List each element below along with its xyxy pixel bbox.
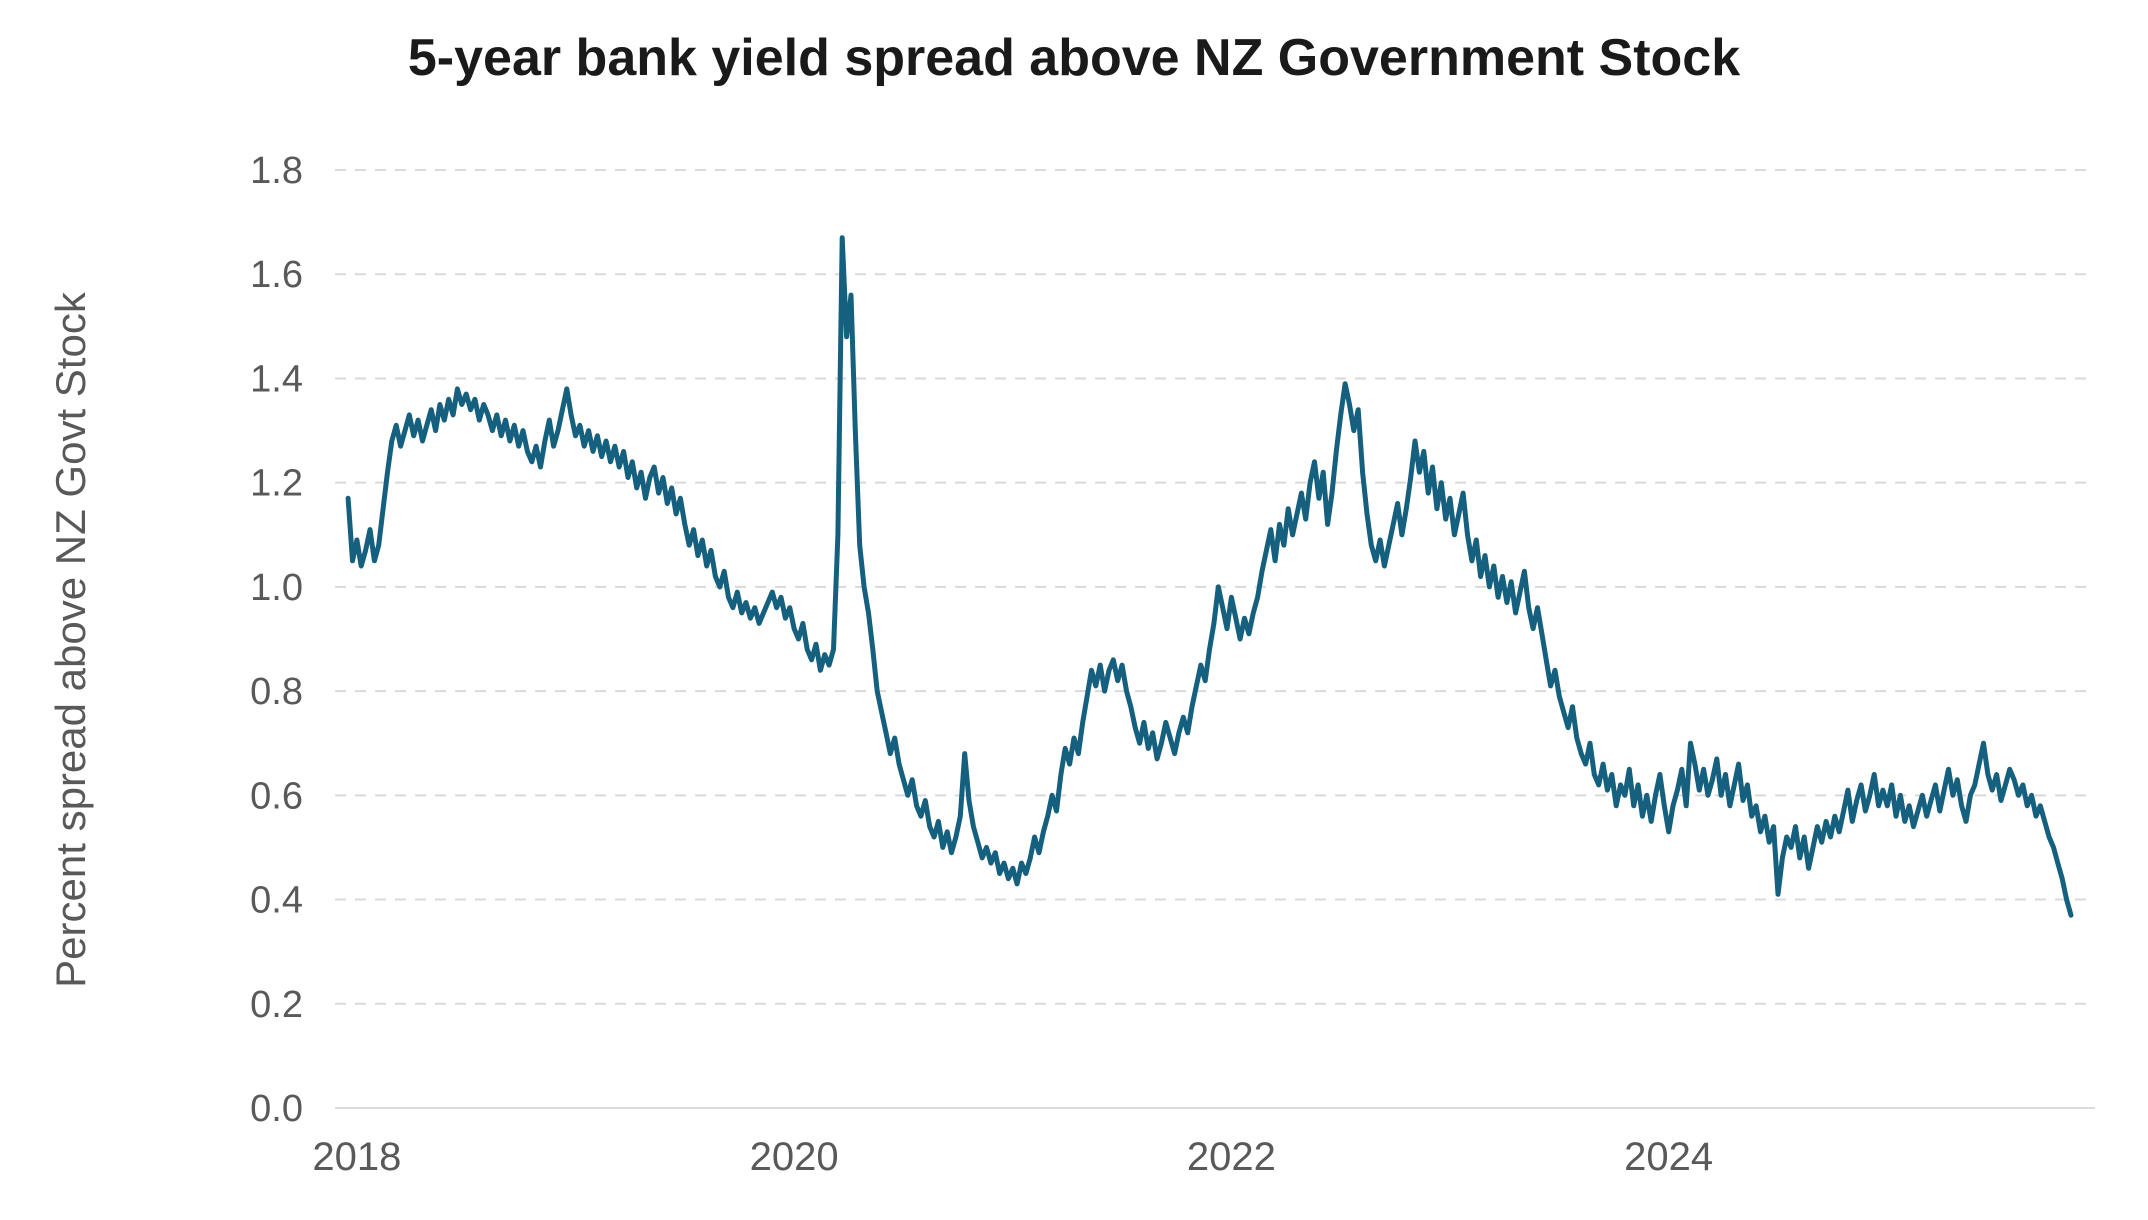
series-line (345, 235, 2074, 918)
y-tick-label: 1.2 (250, 463, 303, 505)
gridlines-group (335, 169, 2095, 1109)
y-axis-title: Percent spread above NZ Govt Stock (47, 291, 94, 988)
y-tick-label: 0.0 (250, 1088, 303, 1130)
chart-title: 5-year bank yield spread above NZ Govern… (407, 29, 1741, 87)
y-tick-label: 0.6 (250, 775, 303, 817)
x-tick-label: 2018 (312, 1135, 401, 1179)
x-tick-label: 2024 (1624, 1135, 1713, 1179)
x-tick-label: 2020 (750, 1135, 839, 1179)
y-tick-label: 0.8 (250, 671, 303, 713)
x-axis-tick-labels: 2018 2020 2022 2024 (312, 1135, 1713, 1179)
y-tick-label: 1.8 (250, 150, 303, 192)
y-tick-label: 1.0 (250, 567, 303, 609)
series-group (345, 235, 2074, 918)
y-tick-label: 1.4 (250, 358, 303, 400)
x-tick-label: 2022 (1187, 1135, 1276, 1179)
y-axis-tick-labels: 0.0 0.2 0.4 0.6 0.8 1.0 1.2 1.4 1.6 1.8 (250, 150, 303, 1130)
y-tick-label: 1.6 (250, 254, 303, 296)
y-tick-label: 0.4 (250, 880, 303, 922)
y-tick-label: 0.2 (250, 984, 303, 1026)
